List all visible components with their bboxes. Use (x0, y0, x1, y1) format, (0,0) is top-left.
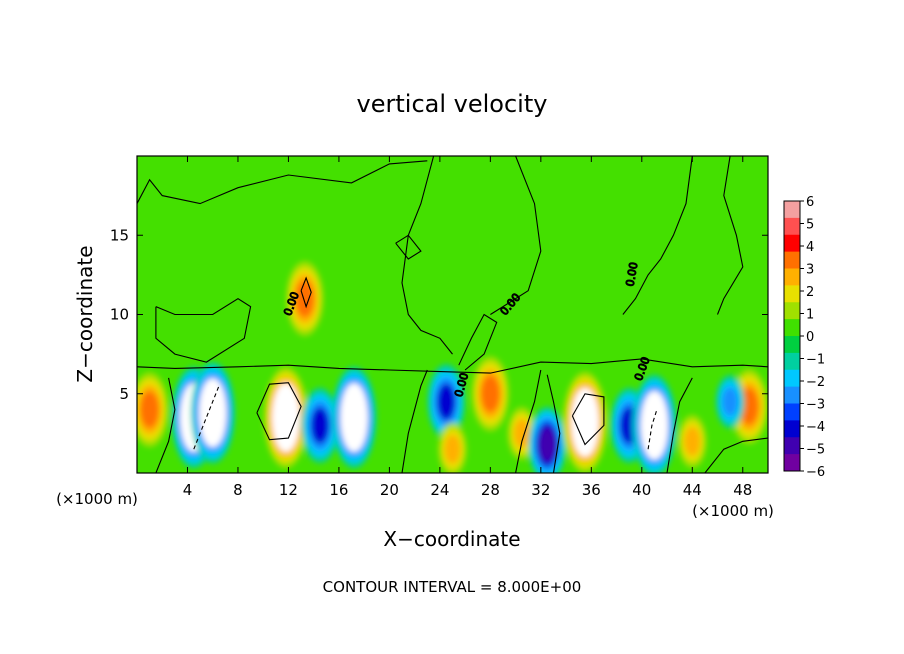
colorbar: 6 5 4 3 2 1 0 −1 −2 −3 −4 −5 −6 (783, 195, 825, 480)
colorbar-swatch (784, 285, 800, 303)
colorbar-label: −6 (806, 465, 825, 480)
field-blobs (137, 261, 768, 473)
chart-title: vertical velocity (357, 90, 548, 118)
x-tick-label: 28 (481, 481, 500, 499)
zero-contour-line (716, 156, 744, 315)
zero-contour-line (490, 156, 542, 315)
colorbar-swatch (784, 454, 800, 472)
y-axis-label: Z−coordinate (73, 245, 97, 382)
velocity-core (340, 383, 369, 452)
colorbar-label: 6 (806, 195, 814, 210)
zero-contour-line (401, 369, 428, 473)
plot-area: 0.00 0.000.000.000.00 (136, 155, 769, 474)
velocity-blob (444, 434, 461, 464)
colorbar-swatch (784, 302, 800, 320)
zero-contour-line (137, 358, 768, 374)
velocity-blob (310, 407, 330, 444)
x-unit-label-right: (×1000 m) (692, 502, 774, 520)
colorbar-swatch (784, 201, 800, 219)
negative-contour-line (647, 409, 658, 450)
x-unit-label-left: (×1000 m) (56, 490, 138, 508)
velocity-core (198, 378, 227, 448)
colorbar-swatch (784, 352, 800, 371)
zero-contour-line (622, 156, 693, 315)
colorbar-label: 0 (806, 330, 814, 345)
zero-contour-line (155, 377, 176, 473)
velocity-field (137, 261, 768, 473)
zero-contour-line (666, 377, 693, 473)
colorbar-swatch (784, 234, 800, 253)
colorbar-label: −5 (806, 443, 825, 458)
velocity-core (271, 383, 300, 452)
zero-contour-line (401, 156, 453, 355)
x-tick-label: 4 (183, 481, 193, 499)
zero-contour-line (571, 393, 605, 446)
zero-contour-line (458, 313, 498, 371)
x-tick-label: 12 (279, 481, 298, 499)
colorbar-swatch (784, 420, 800, 438)
velocity-blob (538, 427, 556, 462)
colorbar-swatch (784, 268, 800, 286)
contour-label: 0.00 (624, 261, 641, 287)
colorbar-label: 5 (806, 218, 814, 233)
contour-interval-footer: CONTOUR INTERVAL = 8.000E+00 (323, 578, 582, 596)
x-tick-label: 44 (683, 481, 702, 499)
x-tick-label: 16 (329, 481, 348, 499)
colorbar-label: 4 (806, 240, 814, 255)
x-tick-label: 36 (582, 481, 601, 499)
colorbar-swatch (784, 217, 800, 236)
colorbar-label: −1 (806, 353, 825, 368)
y-tick-label: 5 (119, 385, 129, 403)
velocity-core (640, 390, 669, 460)
x-tick-label: 32 (531, 481, 550, 499)
colorbar-label: 3 (806, 263, 814, 278)
x-axis-label: X−coordinate (383, 527, 520, 551)
velocity-blob (722, 387, 738, 417)
velocity-blob (481, 375, 500, 413)
colorbar-swatch (784, 386, 800, 405)
velocity-blob (437, 383, 456, 421)
zero-contour-line (704, 437, 768, 473)
velocity-blob (514, 419, 530, 448)
colorbar-swatch (784, 369, 800, 388)
velocity-blob (140, 391, 159, 428)
colorbar-swatch (784, 437, 800, 455)
colorbar-label: −4 (806, 420, 825, 435)
zero-contour-line (155, 297, 252, 363)
colorbar-label: 1 (806, 308, 814, 323)
negative-contour-line (193, 385, 220, 450)
colorbar-label: −3 (806, 398, 825, 413)
colorbar-swatch (784, 403, 800, 421)
velocity-blob (295, 280, 314, 317)
zero-contour-line (395, 234, 422, 260)
colorbar-swatch (784, 251, 800, 270)
zero-contour-line (546, 374, 561, 473)
y-tick-label: 15 (110, 226, 129, 244)
zero-contour-line (137, 160, 428, 205)
x-tick-label: 8 (233, 481, 243, 499)
velocity-blob (684, 426, 701, 456)
velocity-blob (740, 388, 759, 425)
colorbar-label: −2 (806, 375, 825, 390)
x-tick-label: 40 (632, 481, 651, 499)
zero-contour-line (300, 276, 312, 309)
colorbar-label: 2 (806, 285, 814, 300)
y-axis: 5 10 15 (110, 226, 768, 403)
colorbar-swatch (784, 336, 800, 354)
x-axis: 4 8 12 16 20 24 28 32 36 40 44 48 (183, 156, 752, 499)
x-tick-label: 24 (430, 481, 449, 499)
colorbar-swatch (784, 319, 800, 337)
y-tick-label: 10 (110, 306, 129, 324)
zero-contour-line (256, 382, 302, 441)
x-tick-label: 20 (380, 481, 399, 499)
x-tick-label: 48 (733, 481, 752, 499)
zero-contour-line (515, 369, 542, 473)
